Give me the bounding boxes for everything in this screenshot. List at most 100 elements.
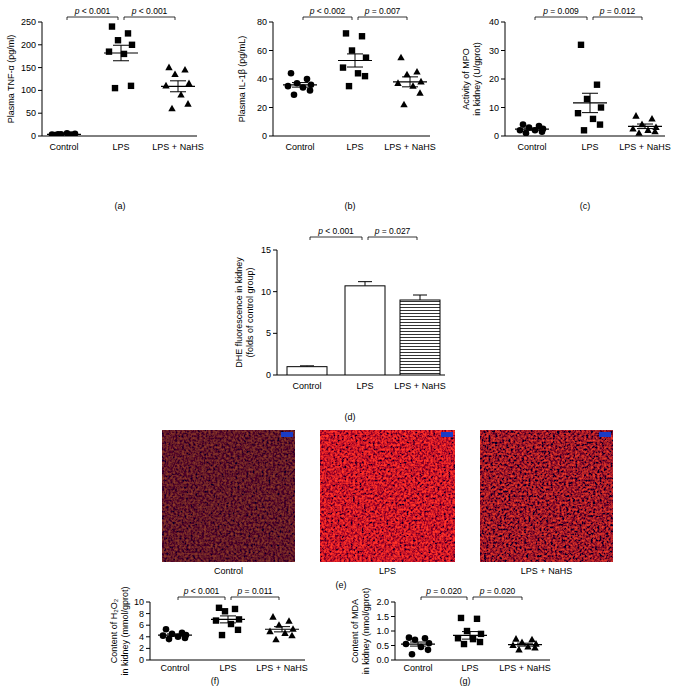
error-bar: [413, 295, 427, 300]
y-tick-label: 40: [257, 74, 267, 84]
point: [165, 64, 172, 71]
x-tick-label: LPS + NaHS: [384, 142, 435, 152]
point: [359, 33, 365, 39]
sem-bar: [637, 124, 653, 129]
point: [575, 110, 581, 116]
point: [594, 82, 600, 88]
sem-bar: [113, 45, 129, 61]
x-tick-label: LPS: [219, 663, 236, 673]
p-bracket: [368, 237, 417, 240]
y-tick: [146, 625, 150, 626]
y-axis: [277, 250, 278, 375]
y-tick: [146, 660, 150, 661]
y-tick-label: 8: [139, 609, 144, 619]
image-bg: [480, 430, 613, 562]
point: [474, 616, 480, 622]
sem-bar: [524, 128, 540, 130]
x-tick-label: Control: [285, 142, 314, 152]
point: [597, 121, 603, 127]
y-tick: [391, 645, 395, 646]
y-tick: [269, 22, 273, 23]
y-tick-label: 80: [257, 17, 267, 27]
p-text: < 0.001: [188, 586, 219, 596]
sem-bar: [220, 616, 236, 623]
point: [106, 48, 112, 54]
y-tick-label: 4: [139, 632, 144, 642]
x-tick-label: Control: [160, 663, 189, 673]
y-tick-label: 20: [257, 103, 267, 113]
p-text: < 0.002: [314, 6, 345, 16]
p-text: < 0.001: [136, 6, 167, 16]
y-tick: [501, 79, 505, 80]
scale-bar: [441, 432, 453, 437]
point: [266, 628, 273, 635]
point: [417, 78, 424, 85]
y-tick: [38, 44, 42, 45]
y-tick-label: 10: [489, 103, 499, 113]
y-tick: [501, 107, 505, 108]
y-tick-label: 1.5: [376, 612, 389, 622]
sem-bar: [292, 83, 308, 88]
p-text: = 0.011: [242, 586, 273, 596]
x-tick-label: LPS + NaHS: [256, 663, 307, 673]
y-tick: [38, 22, 42, 23]
point: [363, 54, 369, 60]
point: [289, 625, 296, 632]
y-axis-label: Plasma IL-1β (pg/mL): [237, 36, 247, 123]
y-tick-label: 0: [494, 131, 499, 141]
p-value: p = 0.027: [374, 226, 411, 236]
sem-bar: [167, 634, 183, 636]
point: [166, 636, 173, 643]
p-text: = 0.020: [431, 586, 462, 596]
y-axis-label: (folds of control group): [245, 267, 255, 357]
point: [64, 130, 71, 136]
point: [528, 636, 535, 643]
fluorescence-image: [162, 430, 295, 562]
y-axis-label: in kidney (U/gprot): [472, 42, 482, 116]
sem-bar: [170, 81, 186, 92]
point: [413, 68, 420, 75]
panel-5: 0246810ControlLPSLPS + NaHSContent of H₂…: [109, 586, 308, 686]
point: [517, 127, 524, 134]
point: [115, 37, 121, 43]
y-tick: [269, 79, 273, 80]
y-tick: [269, 136, 273, 137]
p-bracket: [67, 17, 118, 20]
panel-6: 0.00.51.01.52.0ControlLPSLPS + NaHSConte…: [350, 586, 551, 686]
error-bar: [358, 282, 372, 286]
image-bg: [320, 430, 455, 562]
image-label: LPS: [379, 566, 396, 576]
p-bracket: [358, 17, 407, 20]
y-tick: [269, 107, 273, 108]
x-tick-label: Control: [517, 142, 546, 152]
y-tick: [391, 616, 395, 617]
y-tick-label: 15: [261, 245, 271, 255]
p-bracket: [535, 17, 587, 20]
p-value: p < 0.001: [131, 6, 168, 16]
panel-label: (b): [345, 201, 356, 211]
point: [461, 641, 467, 647]
plot-area: [287, 282, 440, 375]
y-tick: [391, 660, 395, 661]
point: [515, 646, 522, 653]
point: [425, 647, 432, 654]
point: [477, 639, 483, 645]
plot-area: [47, 23, 195, 136]
y-tick-label: 6: [139, 620, 144, 630]
image-label: LPS + NaHS: [521, 566, 572, 576]
point: [184, 100, 191, 107]
y-tick-label: 100: [21, 85, 36, 95]
x-tick-label: LPS + NaHS: [152, 142, 203, 152]
x-tick-label: LPS + NaHS: [394, 381, 445, 391]
panel-label: (a): [115, 201, 126, 211]
point: [632, 112, 639, 119]
x-tick-label: LPS: [461, 663, 478, 673]
fluorescence-image: [320, 430, 455, 562]
point: [464, 628, 470, 634]
panel-2: 010203040ControlLPSLPS + NaHSActivity of…: [461, 6, 671, 211]
bar: [345, 286, 385, 375]
point: [590, 116, 596, 122]
plot-area: [515, 42, 662, 136]
x-tick-label: LPS: [356, 381, 373, 391]
point: [355, 70, 361, 76]
